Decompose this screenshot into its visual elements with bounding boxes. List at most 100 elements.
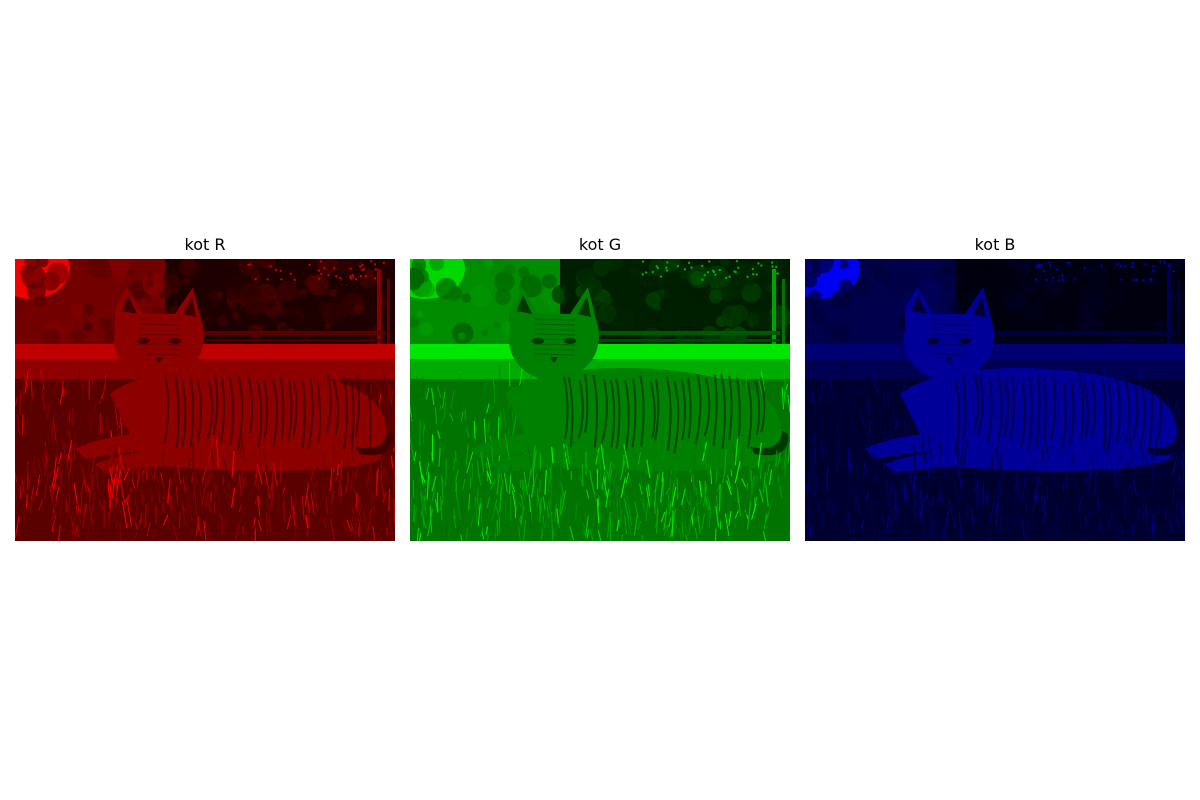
- grass-blade: [131, 471, 134, 482]
- grass-blade: [977, 486, 984, 498]
- grass-blade: [1140, 508, 1144, 518]
- grass-blade: [865, 475, 871, 503]
- grass-blade: [486, 471, 492, 484]
- leaf-cluster: [60, 329, 68, 337]
- grass-blade: [518, 501, 525, 511]
- grass-blade: [841, 531, 845, 541]
- cat-stripe: [703, 377, 711, 436]
- grass-blade: [21, 397, 26, 406]
- grass-blade: [645, 503, 649, 521]
- grass-blade: [109, 485, 112, 508]
- grass-blade: [751, 475, 756, 494]
- grass-blade: [559, 466, 563, 479]
- grass-blade: [46, 462, 51, 481]
- grass-blade: [914, 519, 918, 535]
- tree-icon: [1177, 279, 1180, 344]
- grass-blade: [574, 503, 578, 520]
- grass-blade: [689, 491, 692, 507]
- cat-nose: [550, 357, 558, 363]
- grass-blade: [641, 519, 645, 541]
- grass-blade: [628, 471, 635, 493]
- leaf-speck: [318, 277, 321, 280]
- grass-blade: [1120, 526, 1125, 541]
- grass-blade: [486, 457, 492, 478]
- grass-blade: [68, 458, 73, 480]
- grass-blade: [866, 398, 870, 417]
- leaf-cluster: [1019, 274, 1034, 289]
- leaf-speck: [317, 269, 321, 272]
- grass-blade: [932, 446, 939, 460]
- grass-blade: [51, 523, 56, 541]
- grass-blade: [762, 531, 767, 541]
- grass-blade: [1182, 464, 1185, 487]
- grass-blade: [105, 472, 108, 482]
- grass-blade: [465, 426, 469, 439]
- grass-blade: [873, 498, 878, 508]
- grass-blade: [1175, 502, 1178, 527]
- grass-blade: [836, 460, 839, 476]
- grass-blade: [76, 390, 79, 405]
- grass-blade: [829, 375, 832, 389]
- grass-blade: [418, 445, 421, 474]
- grass-blade: [91, 454, 97, 464]
- grass-blade: [185, 505, 192, 532]
- grass-blade: [382, 491, 387, 503]
- leaf-cluster: [705, 265, 729, 289]
- grass-blade: [30, 487, 35, 500]
- grass-blade: [306, 521, 310, 537]
- leaf-cluster: [645, 292, 661, 308]
- grass-blade: [646, 459, 651, 478]
- grass-blade: [1139, 441, 1144, 460]
- grass-blade: [1062, 498, 1065, 526]
- grass-blade: [346, 519, 352, 532]
- grass-blade: [68, 407, 73, 424]
- grass-blade: [542, 496, 546, 511]
- grass-icon: [412, 431, 790, 541]
- grass-blade: [524, 511, 529, 524]
- grass-blade: [389, 518, 394, 539]
- grass-blade: [935, 515, 940, 538]
- cat-stripe: [680, 378, 686, 441]
- cat-stripe: [196, 380, 203, 443]
- grass-blade: [809, 508, 813, 526]
- grass-blade: [860, 521, 865, 533]
- grass-blade: [957, 440, 962, 470]
- cat-stripe: [279, 376, 285, 440]
- grass-blade: [827, 472, 833, 480]
- leaf-speck: [254, 277, 257, 281]
- cat-stripe: [977, 373, 984, 436]
- grass-blade: [71, 517, 75, 536]
- grass-blade: [639, 498, 646, 509]
- grass-blade: [989, 501, 995, 523]
- grass-blade: [82, 468, 89, 491]
- grass-blade: [625, 472, 630, 484]
- leaf-cluster: [127, 280, 148, 300]
- grass-blade: [466, 460, 471, 474]
- leaf-speck: [1130, 265, 1133, 269]
- grass-blade: [420, 511, 427, 528]
- grass-blade: [437, 386, 442, 398]
- grass-blade: [354, 463, 360, 480]
- grass-blade: [932, 509, 935, 527]
- cat-face-stripe: [534, 353, 576, 356]
- grass-blade: [1041, 444, 1044, 464]
- leaf-cluster: [859, 267, 867, 275]
- grass-blade: [849, 456, 852, 471]
- grass-blade: [1116, 451, 1123, 480]
- grass-blade: [178, 511, 181, 529]
- leaf-cluster: [71, 328, 86, 343]
- cat-ear: [578, 296, 591, 317]
- grass-blade: [1064, 496, 1070, 514]
- cat-nose: [155, 357, 163, 363]
- grass-blade: [59, 471, 63, 489]
- grass-blade: [372, 526, 376, 539]
- grass-blade: [128, 490, 133, 507]
- grass-blade: [1081, 533, 1086, 541]
- grass-blade: [418, 416, 421, 434]
- grass-blade: [532, 445, 536, 469]
- cat-face-stripe: [139, 343, 181, 346]
- grass-blade: [349, 433, 354, 462]
- leaf-speck: [362, 268, 366, 271]
- grass-blade: [349, 470, 354, 491]
- grass-blade: [740, 450, 744, 470]
